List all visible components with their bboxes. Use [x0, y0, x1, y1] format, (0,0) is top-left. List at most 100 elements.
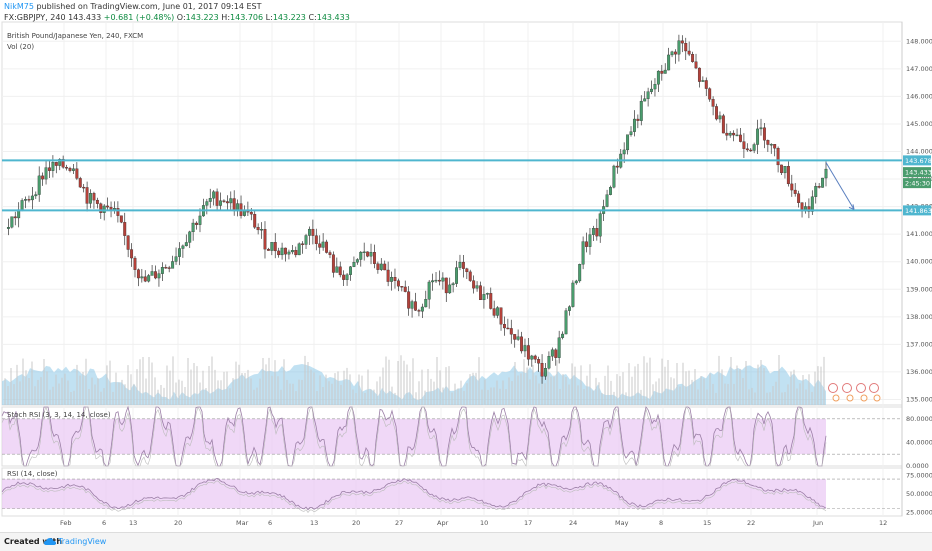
- event-icon: [856, 383, 866, 393]
- candle-body: [407, 291, 411, 309]
- candle-body: [694, 61, 698, 69]
- close-label: C:: [308, 13, 317, 22]
- candle-body: [82, 186, 86, 189]
- candle-body: [547, 356, 551, 369]
- y-tick-label: 139.000: [906, 285, 932, 293]
- candle-body: [639, 100, 643, 121]
- candle-body: [208, 198, 212, 202]
- candle-body: [359, 251, 363, 260]
- volume-legend: Vol (20): [7, 43, 35, 51]
- stoch-line: [1, 405, 827, 467]
- lower-level-label: 141.863: [905, 207, 932, 215]
- candle-body: [502, 324, 506, 329]
- low-value: 143.223: [272, 13, 306, 22]
- candle-body: [489, 293, 493, 309]
- candle-body: [318, 243, 322, 248]
- candle-body: [520, 336, 523, 352]
- candle-body: [308, 228, 311, 236]
- candle-body: [609, 187, 612, 195]
- candle-body: [119, 215, 123, 223]
- candle-body: [704, 80, 708, 89]
- candle-body: [383, 263, 387, 271]
- rsi-tick-label: 50.0000: [906, 490, 932, 498]
- candle-body: [24, 199, 27, 201]
- event-icon: [832, 394, 840, 402]
- candle-body: [116, 208, 120, 216]
- candle-body: [643, 98, 647, 102]
- candle-body: [160, 267, 164, 274]
- y-tick-label: 145.000: [906, 120, 932, 128]
- event-icon: [860, 394, 868, 402]
- candle-body: [403, 286, 407, 292]
- candle-body: [817, 186, 821, 188]
- candle-body: [400, 286, 404, 288]
- symbol-name[interactable]: FX:GBPJPY, 240: [4, 13, 66, 22]
- rsi-signal-line: [1, 480, 827, 513]
- price-pane: [1, 21, 903, 406]
- candle-body: [106, 205, 110, 208]
- candle-body: [424, 299, 428, 308]
- candle-body: [71, 168, 75, 171]
- candle-body: [824, 168, 828, 179]
- candle-body: [513, 334, 517, 340]
- y-tick-label: 144.000: [906, 148, 932, 156]
- candle-body: [732, 132, 736, 136]
- candle-body: [184, 242, 188, 247]
- candle-body: [444, 277, 448, 294]
- event-icon: [869, 383, 879, 393]
- candle-body: [167, 267, 171, 269]
- candle-body: [550, 349, 554, 357]
- candle-body: [756, 128, 760, 145]
- candle-body: [437, 279, 441, 282]
- x-tick-label: 13: [310, 519, 318, 527]
- candle-body: [684, 43, 688, 52]
- candle-body: [776, 148, 780, 166]
- tradingview-brand[interactable]: TradingView: [58, 537, 107, 546]
- candle-body: [369, 252, 373, 257]
- candle-body: [468, 271, 472, 281]
- candle-body: [492, 308, 496, 316]
- candle-body: [783, 166, 787, 174]
- candle-body: [195, 222, 199, 225]
- candle-body: [311, 228, 315, 236]
- candle-body: [629, 131, 633, 135]
- open-value: 143.223: [185, 13, 219, 22]
- candle-body: [304, 235, 308, 245]
- candle-body: [458, 261, 462, 268]
- candle-body: [663, 69, 667, 74]
- publish-line: NikM75 published on TradingView.com, Jun…: [4, 2, 262, 11]
- cloud-logo-icon: [44, 538, 56, 545]
- x-tick-label: 22: [747, 519, 755, 527]
- candle-body: [441, 277, 445, 282]
- candle-body: [427, 281, 431, 300]
- candle-body: [530, 355, 534, 360]
- candle-body: [475, 285, 479, 289]
- candle-body: [102, 205, 106, 213]
- x-tick-label: 12: [879, 519, 887, 527]
- y-tick-label: 135.000: [906, 395, 932, 403]
- candle-body: [372, 252, 376, 264]
- x-tick-label: 15: [703, 519, 711, 527]
- candle-body: [766, 140, 770, 145]
- y-tick-label: 141.000: [906, 230, 932, 238]
- candle-body: [181, 245, 185, 249]
- candle-body: [284, 247, 287, 255]
- candle-body: [277, 250, 281, 256]
- candle-body: [301, 243, 305, 245]
- candle-body: [328, 252, 332, 255]
- candle-body: [188, 231, 192, 243]
- candle-body: [95, 199, 99, 204]
- candle-body: [807, 206, 811, 212]
- x-tick-label: 10: [480, 519, 488, 527]
- y-tick-label: 140.000: [906, 258, 932, 266]
- chart-canvas[interactable]: Feb 6 13 20 Mar 6 13 20 27 Apr 10 17 24 May 8 15 22 Jun 12…: [0, 0, 932, 530]
- event-icon: [846, 394, 854, 402]
- candle-body: [564, 310, 568, 335]
- author-link[interactable]: NikM75: [4, 2, 34, 11]
- candle-body: [574, 280, 578, 284]
- candle-body: [523, 345, 527, 352]
- candle-body: [85, 187, 89, 204]
- upper-level-label: 143.678: [905, 157, 932, 165]
- candle-body: [451, 283, 455, 286]
- candle-body: [123, 222, 127, 236]
